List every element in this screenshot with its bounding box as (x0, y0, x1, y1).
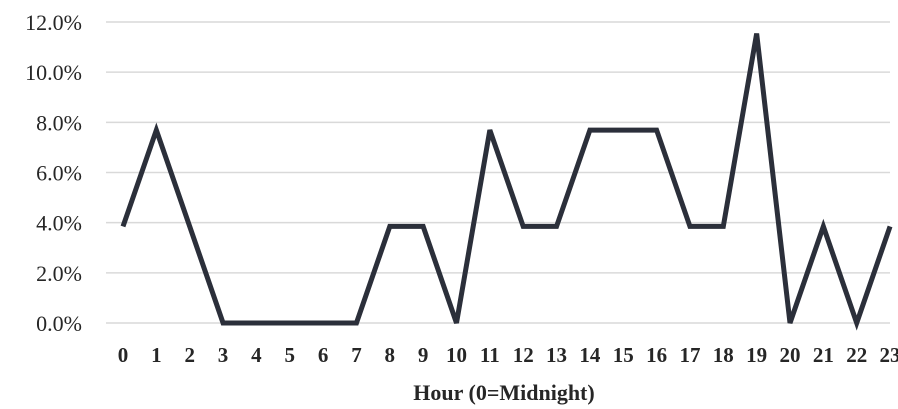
x-tick-label: 20 (780, 343, 801, 367)
series-layer (120, 33, 893, 331)
x-tick-label: 3 (218, 343, 229, 367)
x-tick-label: 7 (351, 343, 362, 367)
x-axis-tick-labels: 0 1 2 3 4 5 6 7 8 9 10 11 12 13 14 15 16 17 18 19 20 21 22 23 (118, 343, 898, 367)
y-axis-tick-labels: 0.0% 2.0% 4.0% 6.0% 8.0% 10.0% 12.0% (25, 10, 82, 336)
x-tick-label: 19 (746, 343, 767, 367)
y-tick-label: 4.0% (36, 211, 82, 236)
x-tick-label: 0 (118, 343, 129, 367)
x-tick-label: 1 (151, 343, 162, 367)
x-axis-title: Hour (0=Midnight) (413, 380, 594, 405)
x-tick-label: 6 (318, 343, 329, 367)
x-tick-label: 16 (646, 343, 667, 367)
x-tick-label: 9 (418, 343, 429, 367)
y-tick-label: 12.0% (25, 10, 82, 35)
series-line (120, 33, 893, 331)
x-tick-label: 23 (880, 343, 898, 367)
x-tick-label: 22 (846, 343, 867, 367)
x-tick-label: 10 (446, 343, 467, 367)
gridlines (106, 21, 890, 324)
x-tick-label: 21 (813, 343, 834, 367)
x-tick-label: 12 (513, 343, 534, 367)
y-tick-label: 8.0% (36, 110, 82, 135)
x-tick-label: 4 (251, 343, 262, 367)
x-tick-label: 18 (713, 343, 734, 367)
x-tick-label: 2 (184, 343, 195, 367)
x-tick-label: 11 (480, 343, 500, 367)
x-tick-label: 17 (679, 343, 700, 367)
x-tick-label: 5 (285, 343, 296, 367)
x-tick-label: 8 (385, 343, 396, 367)
x-tick-label: 14 (579, 343, 601, 367)
y-tick-label: 10.0% (25, 60, 82, 85)
x-tick-label: 13 (546, 343, 567, 367)
y-tick-label: 6.0% (36, 161, 82, 186)
y-tick-label: 2.0% (36, 261, 82, 286)
x-tick-label: 15 (613, 343, 634, 367)
y-tick-label: 0.0% (36, 311, 82, 336)
